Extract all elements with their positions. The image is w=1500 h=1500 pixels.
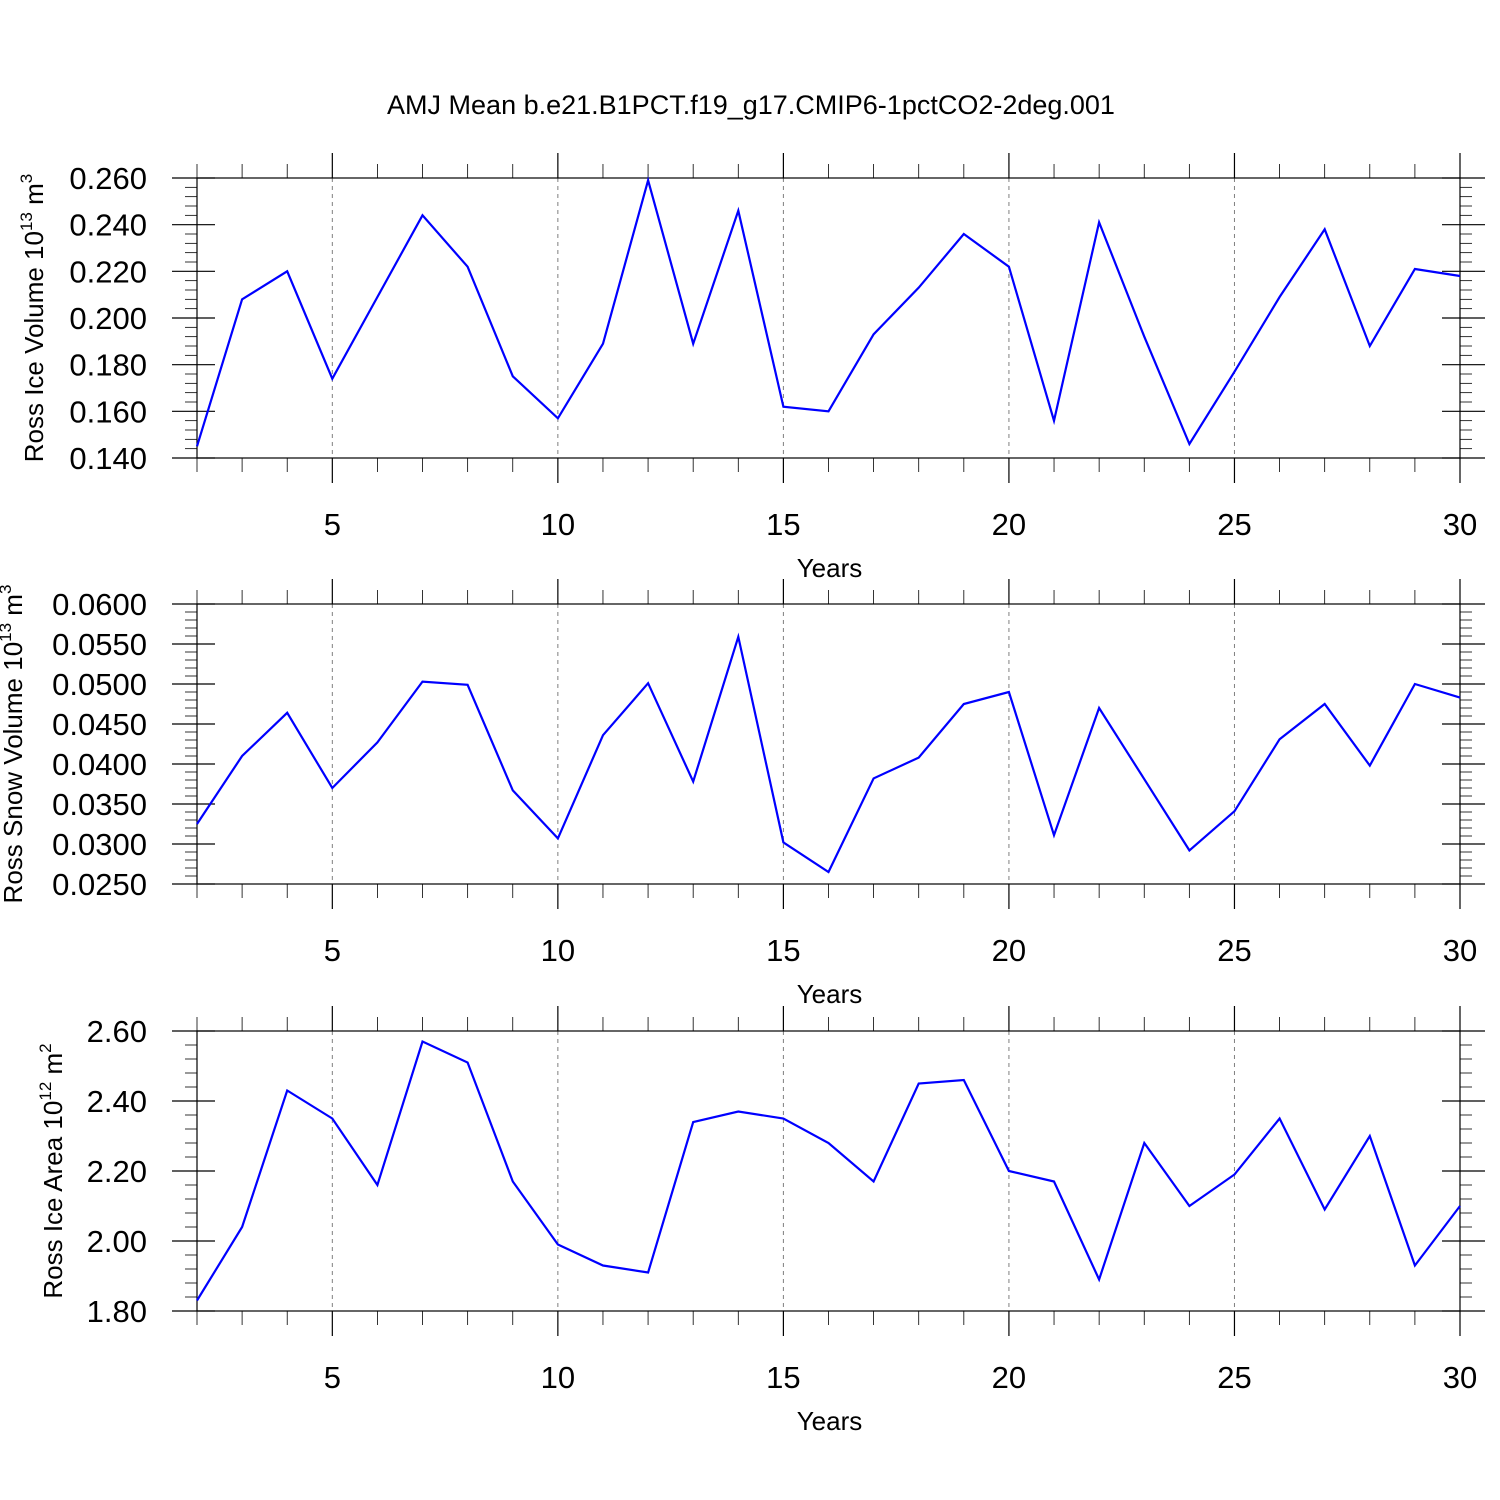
y-tick-label: 0.0250 (52, 867, 147, 902)
y-tick-label: 0.0350 (52, 787, 147, 822)
series-line-1 (196, 1039, 1461, 1302)
y-axis-label-text: m (0, 594, 28, 623)
y-tick-label: 0.140 (69, 441, 147, 476)
x-tick-label: 15 (766, 933, 800, 968)
y-tick-label: 0.0400 (52, 747, 147, 782)
x-tick-label: 30 (1443, 507, 1477, 542)
series-line-1 (195, 176, 1461, 447)
x-axis-label: Years (797, 1406, 863, 1436)
y-tick-label: 0.0450 (52, 707, 147, 742)
x-tick-label: 10 (541, 507, 575, 542)
y-tick-label: 0.200 (69, 301, 147, 336)
x-tick-label: 25 (1217, 507, 1251, 542)
y-axis-label-superscript: 3 (17, 174, 36, 183)
y-axis-label: Ross Snow Volume 1013 m3 (0, 585, 28, 904)
x-tick-label: 5 (324, 507, 341, 542)
x-tick-label: 30 (1443, 933, 1477, 968)
chart-panel-2: 0.0250 0.0300 0.0350 0.0400 0.0450 0.0500 0.05… (0, 579, 1485, 1009)
y-axis-label-text: m (19, 183, 49, 212)
chart-panel-3: 1.80 2.00 2.20 2.40 2.60 5 10 15 20 25 30 Years Ross… (36, 1006, 1485, 1436)
plot-frame (196, 603, 1461, 885)
panels-container: 0.140 0.160 0.180 0.200 0.220 0.240 0.260 5 10 15… (0, 153, 1485, 1436)
y-axis-label: Ross Ice Area 1012 m2 (36, 1043, 68, 1298)
y-tick-label: 2.60 (87, 1014, 147, 1049)
y-axis-label-superscript: 13 (0, 623, 15, 642)
y-axis-label: Ross Ice Volume 1013 m3 (17, 174, 49, 463)
y-axis-label-superscript: 12 (36, 1082, 55, 1101)
x-tick-label: 20 (992, 507, 1026, 542)
x-tick-label: 25 (1217, 1360, 1251, 1395)
x-tick-label: 5 (324, 1360, 341, 1395)
y-tick-label: 2.20 (87, 1154, 147, 1189)
x-tick-label: 20 (992, 933, 1026, 968)
y-tick-label: 2.40 (87, 1084, 147, 1119)
y-tick-label: 0.0600 (52, 587, 147, 622)
y-tick-label: 1.80 (87, 1294, 147, 1329)
y-tick-label: 0.160 (69, 394, 147, 429)
x-tick-label: 15 (766, 507, 800, 542)
y-tick-label: 0.0500 (52, 667, 147, 702)
x-tick-label: 20 (992, 1360, 1026, 1395)
x-tick-label: 10 (541, 933, 575, 968)
x-tick-label: 15 (766, 1360, 800, 1395)
chart-title: AMJ Mean b.e21.B1PCT.f19_g17.CMIP6-1pctC… (387, 90, 1115, 120)
y-tick-label: 0.220 (69, 254, 147, 289)
y-axis-label-text: Ross Snow Volume 10 (0, 642, 28, 904)
x-tick-label: 5 (324, 933, 341, 968)
y-axis-label-text: Ross Ice Area 10 (38, 1101, 68, 1299)
x-tick-label: 25 (1217, 933, 1251, 968)
series-line-1 (196, 632, 1461, 874)
plot-frame (196, 177, 1461, 459)
y-tick-label: 0.260 (69, 161, 147, 196)
x-axis-label: Years (797, 553, 863, 583)
y-tick-label: 0.240 (69, 208, 147, 243)
y-axis-label-superscript: 3 (0, 585, 15, 594)
x-tick-label: 10 (541, 1360, 575, 1395)
y-axis-label-superscript: 13 (17, 212, 36, 231)
y-tick-label: 2.00 (87, 1224, 147, 1259)
y-tick-label: 0.0550 (52, 627, 147, 662)
y-tick-label: 0.0300 (52, 827, 147, 862)
y-axis-label-superscript: 2 (36, 1043, 55, 1052)
chart-panel-1: 0.140 0.160 0.180 0.200 0.220 0.240 0.260 5 10 15… (17, 153, 1485, 583)
y-axis-label-text: Ross Ice Volume 10 (19, 231, 49, 462)
plot-frame (196, 1030, 1461, 1312)
x-axis-label: Years (797, 979, 863, 1009)
y-axis-label-text: m (38, 1053, 68, 1082)
x-tick-label: 30 (1443, 1360, 1477, 1395)
y-tick-label: 0.180 (69, 348, 147, 383)
